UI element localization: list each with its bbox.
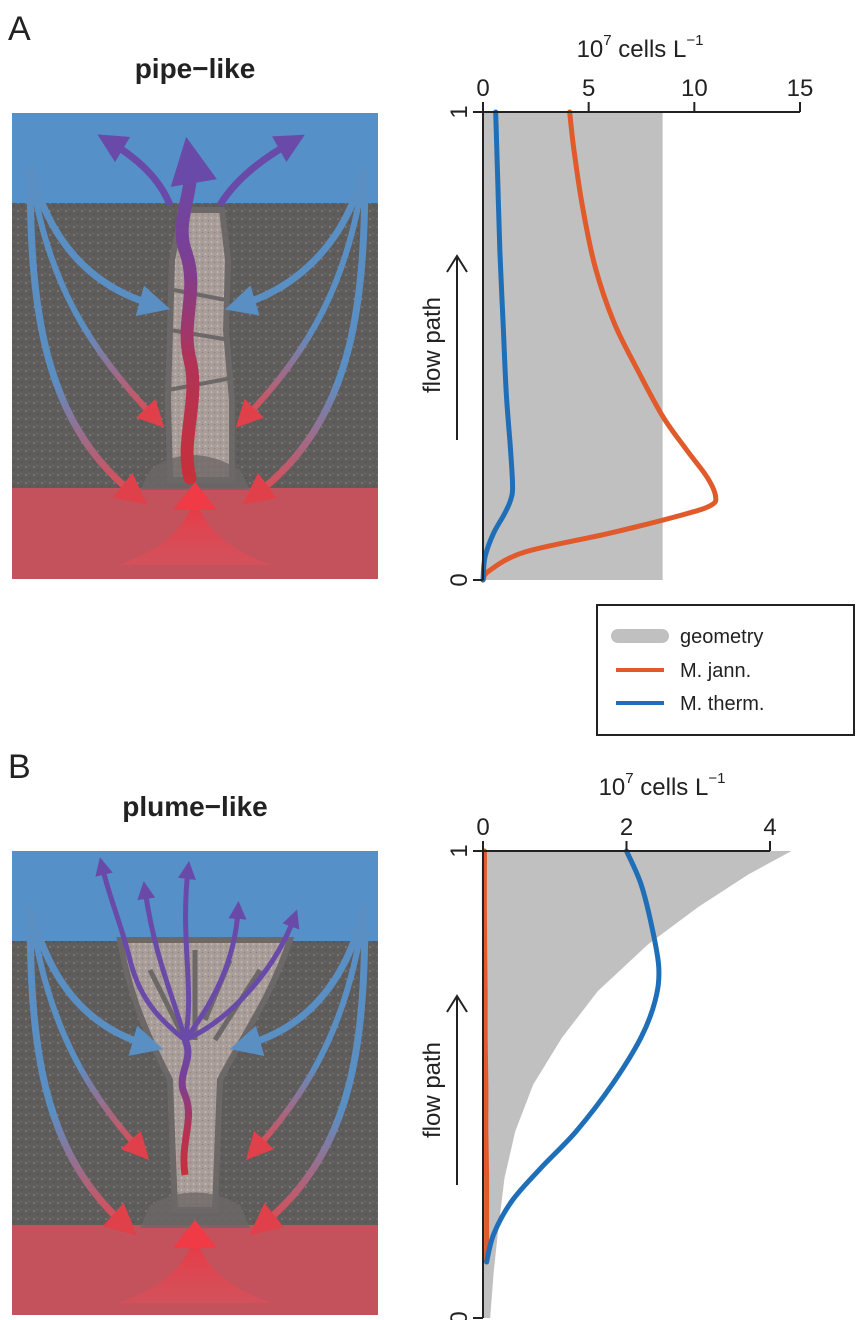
chart-a-flow-arrow-head	[446, 254, 468, 273]
x-tick-label: 2	[620, 814, 633, 841]
vent-branch-1	[95, 857, 187, 1042]
vent-conduit	[164, 207, 235, 483]
legend-label-m-therm: M. therm.	[680, 693, 764, 715]
recharge-arrow-right-middle	[245, 904, 368, 1160]
recharge-arrow-left-upper	[26, 164, 171, 317]
chart-a-y-axis-label: flow path	[419, 297, 446, 393]
chart-b-series-m-therm	[484, 848, 662, 1265]
vent-fluid-trunk	[178, 1038, 192, 1176]
conduit-fractures	[167, 288, 233, 392]
chart-a: 0 5 10 15 01 107 cells L−1 flow path	[419, 32, 813, 587]
x-tick-label: 15	[787, 75, 814, 102]
legend: geometry M. jann. M. therm.	[596, 604, 855, 736]
heat-source-cone	[118, 1228, 272, 1303]
x-tick-label: 10	[681, 75, 708, 102]
chart-a-flow-path-label: flow path	[419, 297, 446, 393]
hot-zone-edge	[272, 488, 378, 500]
chart-b-flow-path-label: flow path	[419, 1042, 446, 1138]
y-tick-label: 1	[446, 844, 473, 857]
x-tick-label: 4	[763, 814, 776, 841]
recharge-arrow-right-outer	[242, 164, 369, 505]
vent-branch-5	[183, 909, 300, 1043]
recharge-arrow-left-middle	[27, 164, 165, 428]
recharge-arrow-right-upper	[224, 164, 369, 316]
vent-branch-2	[137, 881, 188, 1041]
recharge-arrow-right-outer	[249, 904, 369, 1235]
y-tick-label: 1	[446, 105, 473, 118]
vent-plume-arrow-right	[216, 134, 305, 207]
panel-a-title: pipe−like	[135, 53, 256, 84]
panel-b-letter: B	[8, 748, 31, 786]
chart-b-flow-arrow-head	[446, 994, 468, 1013]
recharge-arrow-left-middle	[27, 904, 150, 1160]
x-tick-label: 5	[582, 75, 595, 102]
recharge-arrow-left-upper	[26, 904, 164, 1056]
legend-label-geometry: geometry	[680, 626, 763, 648]
vent-branch-4	[182, 901, 247, 1042]
recharge-arrow-right-middle	[235, 164, 368, 428]
panel-b-title: plume−like	[122, 791, 268, 822]
chart-a-x-axis-label: 107 cells L−1	[577, 32, 704, 63]
chart-b-series-m-jann	[481, 848, 490, 1265]
chart-b-x-axis-label: 107 cells L−1	[599, 770, 726, 801]
legend-label-m-jann: M. jann.	[680, 660, 751, 682]
vent-branch-3	[178, 861, 196, 1041]
recharge-arrow-right-upper	[229, 904, 369, 1057]
x-tick-label: 0	[476, 814, 489, 841]
chart-b-y-axis-label: flow path	[419, 1042, 446, 1138]
recharge-arrow-left-outer	[26, 904, 137, 1236]
chart-a-series-m-therm	[480, 109, 516, 583]
plume-like-illustration	[12, 851, 378, 1315]
heat-source-cone	[118, 490, 272, 565]
heat-source-arrowhead	[173, 1220, 217, 1248]
heat-source-arrowhead	[173, 482, 217, 510]
panel-a-letter: A	[8, 10, 31, 48]
y-tick-label: 0	[446, 573, 473, 586]
pipe-like-illustration	[12, 113, 378, 579]
x-tick-label: 0	[476, 75, 489, 102]
seawater-layer	[12, 851, 378, 941]
vent-fluid-arrow	[170, 136, 217, 485]
conduit-base	[140, 1192, 250, 1228]
chart-b-series-geometry	[483, 851, 792, 1318]
recharge-arrow-left-outer	[26, 164, 148, 505]
vent-plume-arrow-left	[97, 134, 174, 207]
y-tick-label: 0	[446, 1311, 473, 1320]
chart-a-series-geometry	[483, 112, 663, 580]
chart-a-series-m-jann	[480, 109, 719, 583]
